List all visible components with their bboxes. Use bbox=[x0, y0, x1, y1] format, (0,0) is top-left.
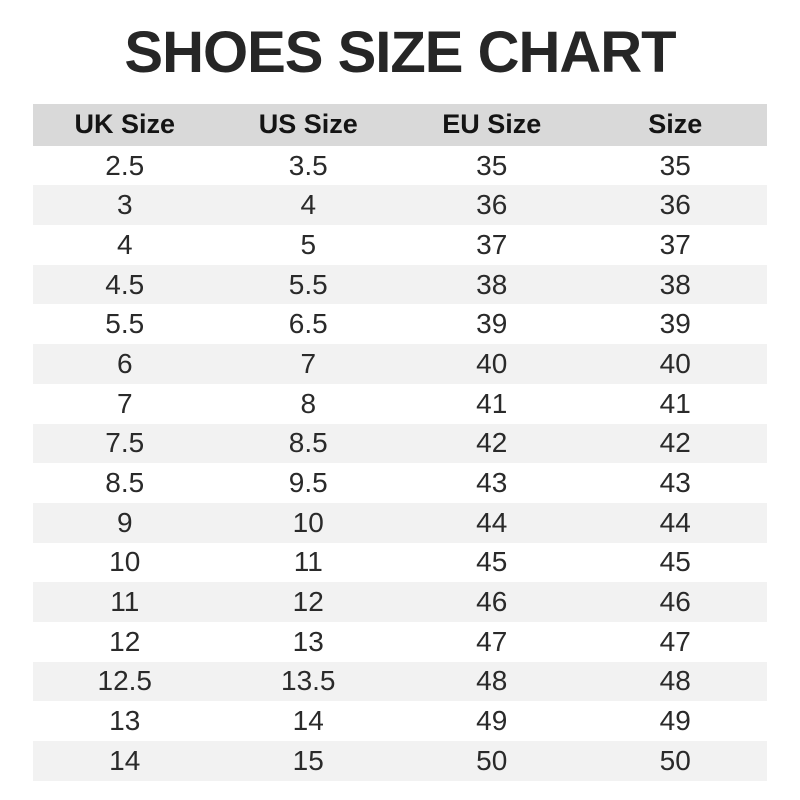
cell-eu: 49 bbox=[476, 705, 508, 737]
cell-size: 45 bbox=[659, 546, 691, 578]
table-row: 9 10 44 44 bbox=[33, 502, 767, 543]
cell-us: 13 bbox=[292, 625, 324, 657]
cell-eu: 43 bbox=[476, 467, 508, 499]
cell-eu: 48 bbox=[476, 665, 508, 697]
cell-uk: 7 bbox=[116, 387, 133, 419]
cell-us: 9.5 bbox=[288, 467, 328, 499]
cell-size: 49 bbox=[659, 705, 691, 737]
table-header-row: UK Size US Size EU Size Size bbox=[33, 103, 767, 146]
cell-size: 38 bbox=[659, 268, 691, 300]
cell-eu: 38 bbox=[476, 268, 508, 300]
table-row: 12 13 47 47 bbox=[33, 622, 767, 662]
page: SHOES SIZE CHART UK Size US Size EU Size… bbox=[0, 20, 800, 800]
table-row: 6 7 40 40 bbox=[33, 344, 767, 384]
cell-us: 11 bbox=[293, 546, 323, 578]
cell-uk: 6 bbox=[116, 347, 133, 379]
cell-uk: 4.5 bbox=[105, 268, 145, 300]
cell-size: 41 bbox=[659, 387, 691, 419]
cell-uk: 12.5 bbox=[97, 665, 153, 697]
cell-eu: 50 bbox=[476, 744, 508, 776]
column-header-us-size: US Size bbox=[258, 109, 358, 140]
cell-size: 37 bbox=[659, 228, 691, 260]
cell-eu: 36 bbox=[476, 189, 508, 221]
cell-uk: 12 bbox=[109, 625, 141, 657]
cell-eu: 39 bbox=[476, 308, 508, 340]
cell-size: 35 bbox=[659, 149, 691, 181]
cell-size: 46 bbox=[659, 586, 691, 618]
cell-uk: 4 bbox=[116, 228, 133, 260]
cell-us: 13.5 bbox=[281, 665, 336, 697]
table-row: 10 11 45 45 bbox=[33, 543, 767, 583]
cell-uk: 9 bbox=[116, 506, 133, 538]
size-chart-table: UK Size US Size EU Size Size 2.5 3.5 35 … bbox=[33, 103, 767, 781]
cell-size: 40 bbox=[659, 347, 691, 379]
cell-eu: 37 bbox=[476, 228, 508, 260]
cell-us: 14 bbox=[292, 705, 324, 737]
cell-eu: 47 bbox=[476, 625, 508, 657]
column-header-size: Size bbox=[648, 109, 703, 140]
cell-uk: 10 bbox=[109, 546, 141, 578]
cell-us: 7 bbox=[300, 347, 317, 379]
table-row: 8.5 9.5 43 43 bbox=[33, 463, 767, 503]
cell-us: 4 bbox=[300, 189, 317, 221]
cell-us: 10 bbox=[292, 506, 324, 538]
table-row: 2.5 3.5 35 35 bbox=[33, 146, 767, 186]
table-row: 12.5 13.5 48 48 bbox=[33, 661, 767, 702]
cell-size: 48 bbox=[659, 665, 691, 697]
cell-eu: 41 bbox=[476, 387, 508, 419]
table-row: 11 12 46 46 bbox=[33, 582, 767, 622]
table-row: 14 15 50 50 bbox=[33, 741, 767, 781]
cell-uk: 11 bbox=[110, 586, 140, 618]
cell-size: 39 bbox=[659, 308, 691, 340]
cell-eu: 35 bbox=[476, 149, 508, 181]
cell-us: 8 bbox=[300, 387, 317, 419]
cell-us: 15 bbox=[292, 744, 324, 776]
cell-uk: 14 bbox=[109, 744, 141, 776]
cell-eu: 46 bbox=[476, 586, 508, 618]
table-row: 3 4 36 36 bbox=[33, 185, 767, 226]
column-header-eu-size: EU Size bbox=[442, 109, 542, 140]
table-row: 5.5 6.5 39 39 bbox=[33, 304, 767, 344]
table-row: 13 14 49 49 bbox=[33, 701, 767, 741]
cell-size: 36 bbox=[659, 189, 691, 221]
page-title: SHOES SIZE CHART bbox=[124, 20, 676, 85]
cell-size: 47 bbox=[659, 625, 691, 657]
column-header-uk-size: UK Size bbox=[74, 109, 176, 140]
table-row: 4.5 5.5 38 38 bbox=[33, 264, 767, 305]
cell-uk: 13 bbox=[109, 705, 141, 737]
cell-us: 8.5 bbox=[288, 427, 328, 459]
cell-size: 50 bbox=[659, 744, 691, 776]
table-row: 4 5 37 37 bbox=[33, 225, 767, 265]
cell-us: 6.5 bbox=[288, 308, 328, 340]
cell-us: 5.5 bbox=[288, 268, 328, 300]
cell-eu: 42 bbox=[476, 427, 508, 459]
cell-eu: 45 bbox=[476, 546, 508, 578]
cell-size: 44 bbox=[659, 506, 691, 538]
cell-uk: 5.5 bbox=[105, 308, 145, 340]
cell-us: 3.5 bbox=[288, 149, 328, 181]
cell-uk: 7.5 bbox=[105, 427, 145, 459]
cell-us: 5 bbox=[300, 228, 317, 260]
cell-eu: 44 bbox=[476, 506, 508, 538]
cell-eu: 40 bbox=[476, 347, 508, 379]
cell-us: 12 bbox=[292, 586, 324, 618]
cell-uk: 2.5 bbox=[105, 149, 145, 181]
table-row: 7 8 41 41 bbox=[33, 384, 767, 424]
cell-uk: 8.5 bbox=[105, 467, 145, 499]
cell-uk: 3 bbox=[116, 189, 133, 221]
cell-size: 43 bbox=[659, 467, 691, 499]
cell-size: 42 bbox=[659, 427, 691, 459]
table-row: 7.5 8.5 42 42 bbox=[33, 423, 767, 464]
